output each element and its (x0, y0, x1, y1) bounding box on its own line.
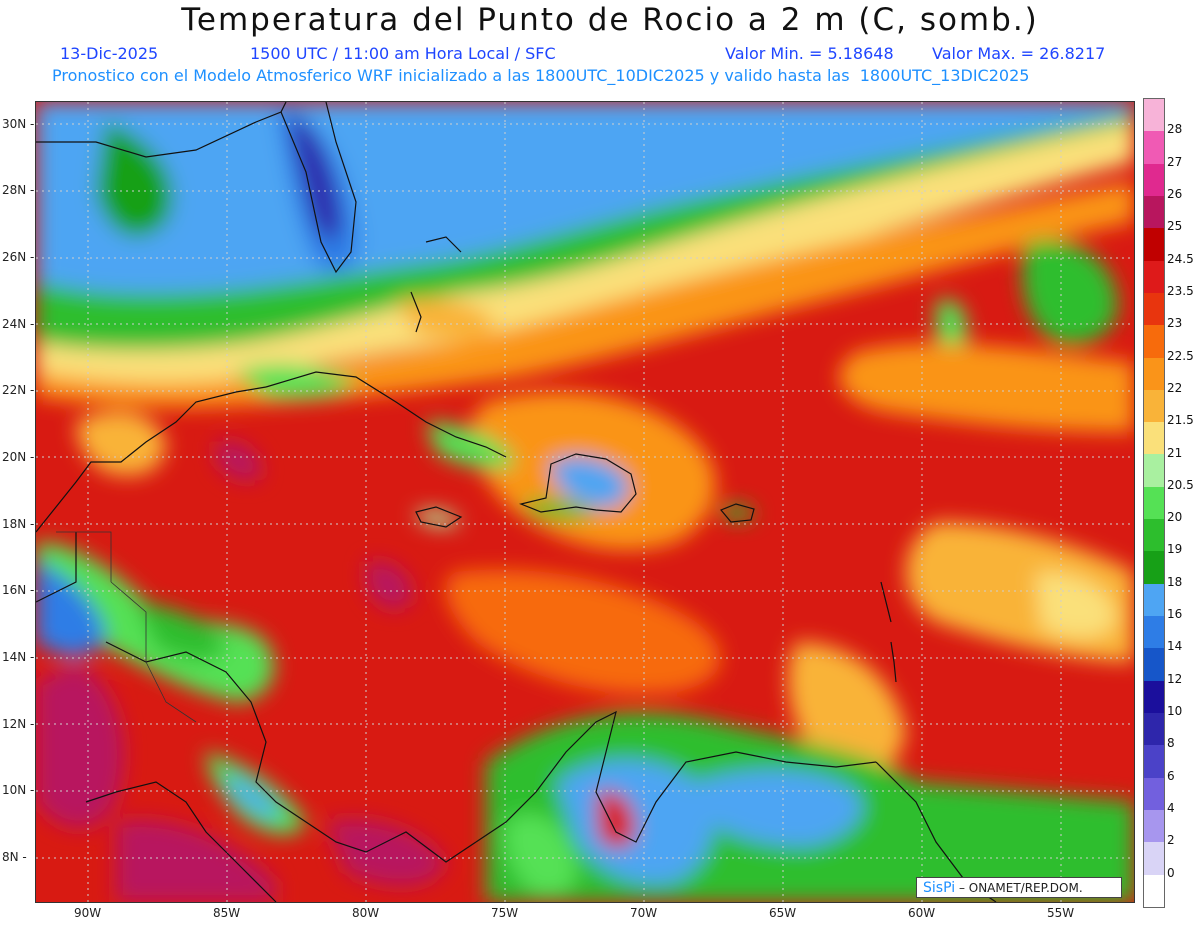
colorbar-label: 27 (1167, 154, 1183, 169)
lon-label: 75W (491, 906, 519, 920)
colorbar-cell (1144, 163, 1164, 196)
colorbar-cell (1144, 809, 1164, 843)
colorbar-label: 28 (1167, 122, 1183, 137)
colorbar-cell (1144, 680, 1164, 713)
colorbar-label: 18 (1167, 574, 1183, 589)
colorbar-cell (1144, 648, 1164, 681)
colorbar-label: 2 (1167, 833, 1175, 848)
dewpoint-map[interactable] (35, 101, 1135, 903)
colorbar-cell (1144, 195, 1164, 229)
colorbar-cell (1144, 422, 1164, 455)
colorbar-label: 22 (1167, 380, 1183, 395)
colorbar-label: 21 (1167, 445, 1183, 460)
logo-org: – ONAMET/REP.DOM. (958, 881, 1083, 895)
lon-label: 85W (213, 906, 241, 920)
colorbar-cell (1144, 583, 1164, 616)
lat-label: 24N - (2, 317, 35, 331)
lon-label: 80W (352, 906, 380, 920)
colorbar-label: 14 (1167, 639, 1183, 654)
colorbar-label: 21.5 (1167, 413, 1194, 428)
colorbar (1143, 98, 1165, 908)
colorbar-cell (1144, 131, 1164, 164)
lon-label: 70W (630, 906, 658, 920)
lat-label: 28N - (2, 183, 35, 197)
map-title: Temperatura del Punto de Rocio a 2 m (C,… (181, 2, 1039, 38)
lat-label: 16N - (2, 583, 35, 597)
lat-label: 12N - (2, 717, 35, 731)
lon-label: 65W (769, 906, 797, 920)
colorbar-label: 25 (1167, 219, 1183, 234)
forecast-info: Pronostico con el Modelo Atmosferico WRF… (52, 66, 1030, 85)
colorbar-cell (1144, 389, 1164, 423)
colorbar-label: 19 (1167, 542, 1183, 557)
colorbar-cell (1144, 357, 1164, 390)
valid-date: 13-Dic-2025 (60, 44, 159, 63)
colorbar-cell (1144, 616, 1164, 649)
colorbar-label: 6 (1167, 768, 1175, 783)
valid-time: 1500 UTC / 11:00 am Hora Local / SFC (250, 44, 556, 63)
lon-label: 55W (1047, 906, 1075, 920)
dewpoint-field (36, 102, 1134, 902)
lat-label: 30N - (2, 117, 35, 131)
colorbar-cell (1144, 99, 1164, 132)
lat-label: 22N - (2, 383, 35, 397)
colorbar-cell (1144, 745, 1164, 778)
colorbar-label: 22.5 (1167, 348, 1194, 363)
colorbar-cell (1144, 519, 1164, 552)
colorbar-label: 26 (1167, 186, 1183, 201)
colorbar-label: 20.5 (1167, 477, 1194, 492)
sispi-logo: SisPi (923, 880, 956, 896)
colorbar-cell (1144, 325, 1164, 358)
colorbar-label: 20 (1167, 510, 1183, 525)
colorbar-cell (1144, 260, 1164, 293)
colorbar-label: 24.5 (1167, 251, 1194, 266)
colorbar-cell (1144, 842, 1164, 875)
colorbar-label: 16 (1167, 607, 1183, 622)
lon-label: 90W (74, 906, 102, 920)
colorbar-cell (1144, 777, 1164, 810)
colorbar-cell (1144, 292, 1164, 326)
lon-label: 60W (908, 906, 936, 920)
colorbar-cell (1144, 551, 1164, 584)
colorbar-label: 0 (1167, 865, 1175, 880)
lat-label: 20N - (2, 450, 35, 464)
colorbar-cell (1144, 874, 1164, 907)
colorbar-label: 10 (1167, 704, 1183, 719)
colorbar-label: 23 (1167, 316, 1183, 331)
lat-label: 8N - (2, 850, 27, 864)
value-min: Valor Min. = 5.18648 (725, 44, 894, 63)
lat-label: 14N - (2, 650, 35, 664)
colorbar-cell (1144, 712, 1164, 746)
colorbar-label: 23.5 (1167, 283, 1194, 298)
colorbar-cell (1144, 228, 1164, 261)
colorbar-label: 4 (1167, 801, 1175, 816)
colorbar-label: 12 (1167, 671, 1183, 686)
value-max: Valor Max. = 26.8217 (932, 44, 1106, 63)
lat-label: 26N - (2, 250, 35, 264)
colorbar-cell (1144, 486, 1164, 520)
colorbar-cell (1144, 454, 1164, 487)
lat-label: 18N - (2, 517, 35, 531)
lat-label: 10N - (2, 783, 35, 797)
colorbar-label: 8 (1167, 736, 1175, 751)
logo-box: SisPi – ONAMET/REP.DOM. (916, 877, 1122, 898)
